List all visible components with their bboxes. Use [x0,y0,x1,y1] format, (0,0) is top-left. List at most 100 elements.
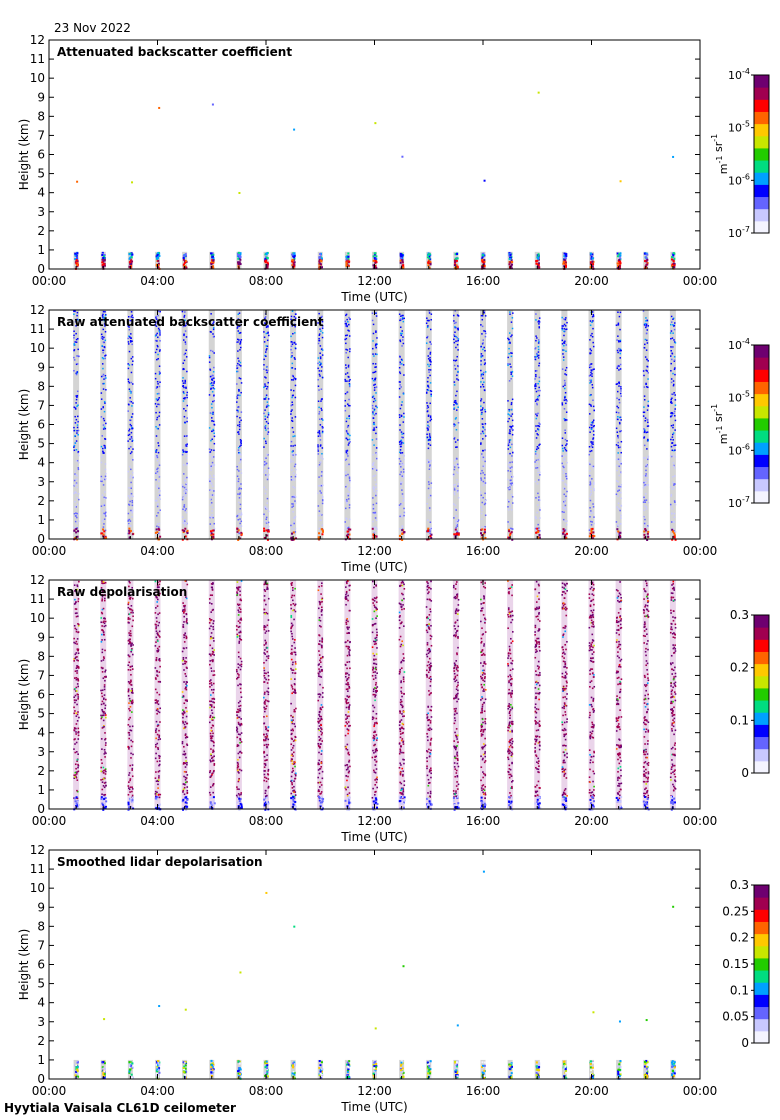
profile-pixel [375,519,378,522]
profile-pixel [239,346,242,349]
profile-pixel [401,317,404,319]
profile-pixel [347,258,350,261]
profile-pixel [375,526,377,529]
profile-pixel [77,593,79,596]
profile-pixel [209,653,211,656]
profile-pixel [620,390,622,392]
profile-pixel [345,348,347,351]
profile-pixel [237,409,239,412]
profile-pixel [481,254,484,257]
profile-pixel [294,444,296,447]
profile-pixel [213,764,216,766]
x-tick-label: 16:00 [466,274,501,288]
profile-pixel [213,432,215,435]
profile-pixel [212,371,215,373]
profile-pixel [588,375,591,377]
profile-pixel [592,531,595,534]
profile-pixel [589,479,591,482]
profile-pixel [185,324,187,327]
profile-pixel [346,530,349,533]
profile-pixel [74,491,76,493]
profile-pixel [537,492,539,495]
profile-pixel [643,499,646,502]
profile-pixel [104,670,106,673]
profile-pixel [321,499,324,501]
profile-pixel [673,264,676,267]
profile-pixel [131,405,133,407]
profile-pixel [130,487,132,490]
profile-pixel [670,369,672,372]
profile-pixel [319,461,322,463]
profile-pixel [562,518,565,521]
profile-pixel [237,666,240,669]
profile-pixel [590,465,593,467]
profile-pixel [103,697,105,700]
profile-pixel [156,470,159,473]
profile-pixel [76,311,79,314]
profile-pixel [131,363,134,366]
profile-pixel [74,598,76,601]
profile-pixel [238,525,240,528]
profile-pixel [457,533,460,536]
y-tick-label: 9 [37,360,45,374]
profile-pixel [236,745,239,748]
profile-pixel [185,657,187,659]
profile-pixel [427,319,430,322]
profile-pixel [646,358,648,361]
profile-pixel [291,497,293,500]
profile-pixel [429,532,431,535]
profile-pixel [236,485,239,487]
profile-pixel [210,625,212,627]
profile-pixel [158,509,160,512]
profile-pixel [158,594,161,597]
profile-pixel [75,440,78,442]
profile-pixel [482,496,484,499]
profile-pixel [373,257,376,260]
profile-pixel [563,334,565,337]
profile-pixel [290,440,293,443]
profile-pixel [73,479,76,482]
profile-pixel [129,618,131,620]
profile-pixel [157,427,159,430]
profile-pixel [399,356,401,358]
profile-pixel [647,465,649,468]
profile-pixel [209,700,211,703]
profile-pixel [321,533,324,536]
profile-pixel [240,769,243,772]
profile-pixel [156,254,159,257]
profile-pixel [101,788,104,791]
profile-pixel [239,618,242,621]
profile-pixel [236,786,238,788]
profile-pixel [616,464,618,467]
profile-pixel [101,709,103,711]
profile-pixel [399,259,402,262]
profile-pixel [511,466,513,468]
profile-pixel [182,709,184,711]
profile-pixel [590,381,592,383]
profile-pixel [213,670,215,672]
profile-pixel [374,259,377,262]
profile-pixel [618,398,620,401]
profile-pixel [294,347,297,350]
profile-pixel [321,514,323,516]
profile-pixel [538,533,541,536]
profile-pixel [536,483,539,485]
profile-pixel [536,462,538,464]
profile-pixel [132,459,134,461]
profile-pixel [157,496,160,499]
profile-pixel [210,456,213,458]
profile-pixel [426,405,429,407]
profile-pixel [534,400,537,402]
profile-pixel [481,458,484,461]
profile-pixel [185,686,187,689]
profile-pixel [372,453,374,456]
profile-pixel [674,367,676,369]
profile-pixel [644,481,646,483]
profile-pixel [210,637,213,639]
profile-pixel [644,260,647,263]
profile-pixel [185,760,187,762]
profile-pixel [429,351,432,354]
profile-pixel [77,631,80,633]
profile-pixel [317,431,319,434]
profile-pixel [537,504,539,506]
